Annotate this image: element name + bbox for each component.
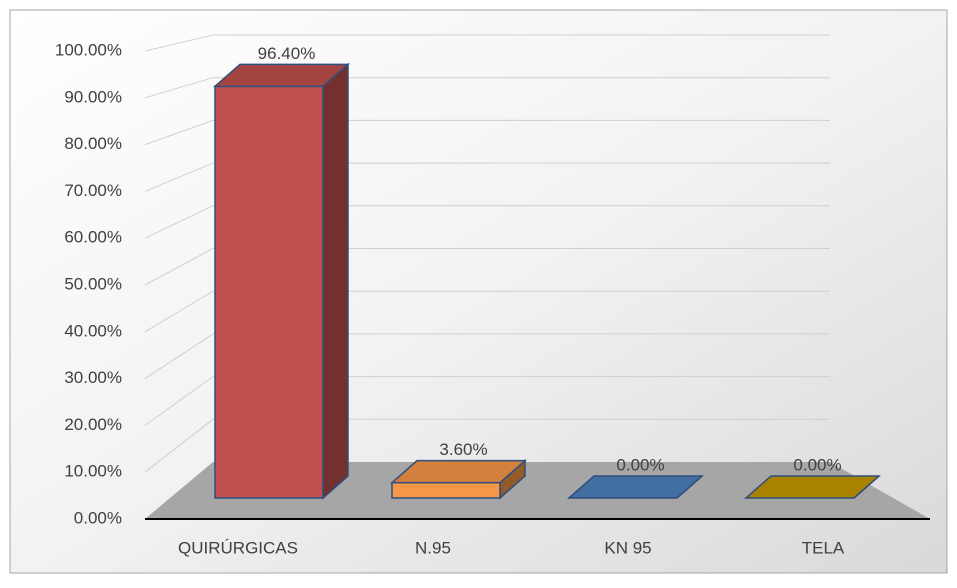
y-tick-label: 80.00% bbox=[64, 134, 122, 153]
grid-line bbox=[144, 34, 830, 52]
y-tick-label: 0.00% bbox=[74, 508, 122, 527]
grid-line bbox=[144, 290, 830, 333]
y-tick-label: 100.00% bbox=[55, 40, 122, 59]
bar bbox=[744, 475, 881, 499]
value-label: 3.60% bbox=[439, 440, 487, 459]
x-tick-label: KN 95 bbox=[604, 538, 651, 557]
y-tick-label: 30.00% bbox=[64, 368, 122, 387]
grid-line bbox=[144, 162, 830, 192]
y-tick-label: 10.00% bbox=[64, 462, 122, 481]
grid-line bbox=[144, 77, 830, 99]
value-label: 0.00% bbox=[616, 455, 664, 474]
grid-line bbox=[144, 248, 830, 286]
bar-front bbox=[214, 85, 324, 499]
bar bbox=[567, 475, 704, 499]
bar bbox=[213, 62, 350, 500]
x-tick-label: TELA bbox=[802, 538, 845, 557]
bar-top bbox=[213, 63, 350, 88]
x-tick-label: QUIRÚRGICAS bbox=[178, 538, 298, 557]
bar-top bbox=[567, 475, 704, 499]
value-label: 0.00% bbox=[793, 455, 841, 474]
bar-side bbox=[322, 62, 349, 500]
grid-line bbox=[144, 418, 830, 473]
y-tick-label: 60.00% bbox=[64, 228, 122, 247]
bar-front bbox=[391, 481, 501, 499]
bar-top bbox=[390, 459, 527, 484]
bar bbox=[390, 458, 527, 500]
y-tick-label: 90.00% bbox=[64, 87, 122, 106]
y-tick-label: 50.00% bbox=[64, 274, 122, 293]
grid-line bbox=[144, 376, 830, 426]
y-tick-label: 40.00% bbox=[64, 321, 122, 340]
grid-line bbox=[144, 119, 830, 146]
bar-top bbox=[744, 475, 881, 499]
y-tick-label: 70.00% bbox=[64, 181, 122, 200]
value-label: 96.40% bbox=[258, 44, 316, 63]
x-tick-label: N.95 bbox=[415, 538, 451, 557]
grid-line bbox=[144, 205, 830, 239]
grid-line bbox=[144, 333, 830, 380]
y-tick-label: 20.00% bbox=[64, 415, 122, 434]
